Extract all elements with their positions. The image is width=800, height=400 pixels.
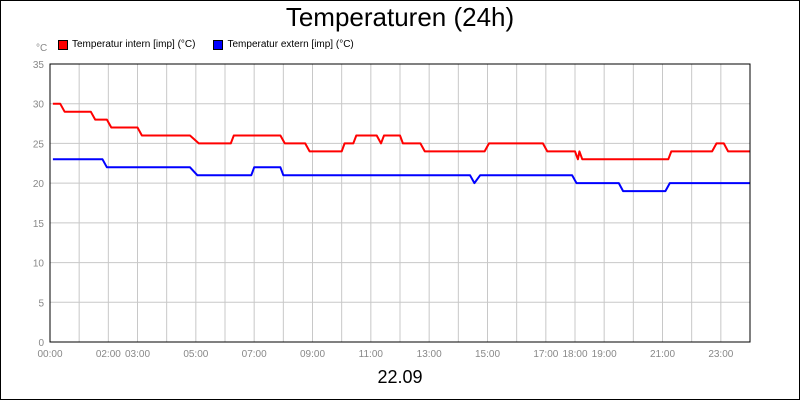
legend-swatch-intern (58, 39, 68, 50)
legend-swatch-extern (213, 39, 224, 50)
legend-item-extern: Temperatur extern [imp] (°C) (213, 39, 354, 50)
y-tick-label: 20 (33, 179, 45, 190)
y-tick-label: 35 (33, 60, 45, 71)
x-tick-label: 11:00 (359, 349, 384, 360)
plot-area-border (49, 63, 751, 343)
x-tick-label: 07:00 (242, 349, 267, 360)
legend-label-extern: Temperatur extern [imp] (°C) (227, 39, 354, 50)
legend-item-intern: Temperatur intern [imp] (°C) (58, 39, 195, 50)
x-tick-label: 13:00 (417, 349, 442, 360)
x-tick-label: 18:00 (562, 349, 587, 360)
y-tick-label: 0 (38, 338, 44, 349)
series-line-extern (52, 158, 750, 193)
y-tick-label: 15 (33, 219, 45, 230)
x-tick-label: 00:00 (37, 349, 62, 360)
series-line-intern (52, 102, 750, 161)
x-tick-label: 15:00 (475, 349, 500, 360)
x-tick-label: 23:00 (708, 349, 733, 360)
x-tick-label: 21:00 (650, 349, 675, 360)
chart-title: Temperaturen (24h) (285, 2, 515, 32)
y-axis-ticks: 0 5 10 15 20 25 30 35 (33, 60, 45, 349)
date-label: 22.09 (377, 367, 423, 387)
y-tick-label: 10 (33, 259, 45, 270)
y-tick-label: 5 (38, 298, 44, 309)
x-tick-label: 19:00 (592, 349, 617, 360)
x-tick-label: 02:00 (96, 349, 121, 360)
series-lines (52, 102, 750, 193)
x-tick-label: 09:00 (300, 349, 325, 360)
grid-lines (50, 64, 750, 342)
x-tick-label: 05:00 (183, 349, 208, 360)
y-tick-label: 30 (33, 100, 45, 111)
legend: Temperatur intern [imp] (°C) Temperatur … (58, 39, 354, 50)
legend-label-intern: Temperatur intern [imp] (°C) (72, 39, 196, 50)
x-tick-label: 03:00 (125, 349, 150, 360)
x-axis-ticks: 00:00 02:00 03:00 05:00 07:00 09:00 11:00 13:00… (37, 349, 733, 360)
x-tick-label: 17:00 (533, 349, 558, 360)
y-tick-label: 25 (33, 139, 45, 150)
y-unit-label: °C (36, 43, 48, 54)
